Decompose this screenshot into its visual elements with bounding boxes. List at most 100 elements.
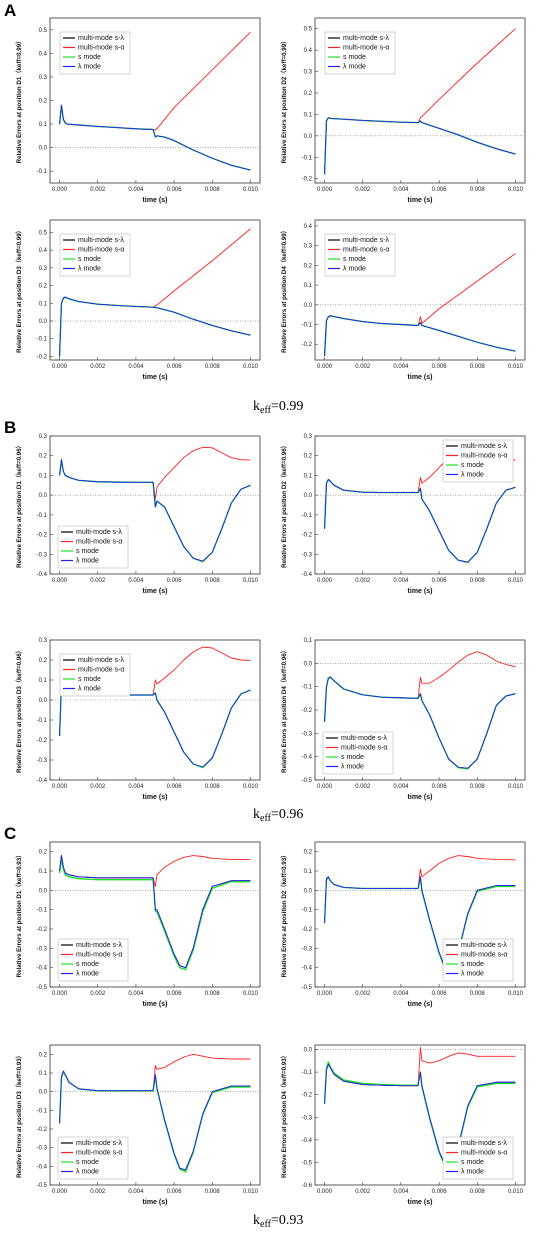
legend-label: multi-mode s-λ	[341, 735, 387, 742]
caption-a-main: k	[253, 399, 260, 414]
caption-b-sub: eff	[260, 813, 272, 824]
y-tick-label: -0.1	[302, 323, 313, 329]
x-tick-label: 0.000	[317, 1189, 333, 1195]
plot-frame	[314, 435, 526, 575]
x-tick-label: 0.000	[317, 187, 333, 193]
x-tick-label: 0.002	[90, 578, 106, 584]
y-tick-label: 0.1	[39, 678, 48, 684]
x-tick-label: 0.008	[470, 578, 486, 584]
y-tick-label: 0.1	[304, 869, 313, 875]
legend-label: multi-mode s-α	[78, 45, 124, 52]
plot-frame	[49, 639, 261, 781]
series-line	[323, 116, 516, 175]
x-tick-label: 0.002	[355, 1189, 371, 1195]
x-tick-label: 0.000	[317, 364, 333, 370]
series-line	[324, 117, 516, 175]
legend-label: λ mode	[343, 266, 366, 273]
y-tick-label: 0.2	[304, 91, 313, 97]
y-tick-label: 0.1	[304, 112, 313, 118]
y-tick-label: 0.1	[39, 301, 48, 307]
x-tick-label: 0.002	[90, 784, 106, 790]
legend-label: multi-mode s-λ	[461, 443, 507, 450]
x-tick-label: 0.010	[508, 1189, 524, 1195]
y-tick-label: 0.1	[304, 283, 313, 289]
chart-panel: 0.000 0.002 0.004 0.006 0.008 0.010 -0.4 -0.3 -0…	[15, 638, 261, 801]
y-axis-label: Relative Errors at position D3（keff=0.96…	[15, 647, 23, 773]
x-tick-label: 0.004	[393, 1189, 409, 1195]
series-line	[324, 315, 516, 357]
y-tick-label: -0.3	[37, 1146, 48, 1152]
x-tick-label: 0.000	[317, 991, 333, 997]
series-line	[59, 104, 251, 171]
legend-label: s mode	[461, 1159, 484, 1166]
y-tick-label: -0.1	[37, 337, 48, 343]
legend-label: λ mode	[76, 1169, 99, 1176]
chart-panel: 0.000 0.002 0.004 0.006 0.008 0.010 -0.6 -0.5 -0…	[280, 1044, 526, 1206]
x-tick-label: 0.004	[393, 187, 409, 193]
y-tick-label: 0.4	[39, 51, 48, 57]
legend: multi-mode s-λ multi-mode s-α s mode λ mode	[57, 1136, 129, 1180]
y-tick-label: -0.1	[37, 1108, 48, 1114]
y-tick-label: -0.5	[37, 1183, 48, 1189]
x-tick-label: 0.006	[167, 991, 183, 997]
y-axis-label: Relative Errors at position D1（keff=0.93…	[15, 852, 23, 978]
y-tick-label: -0.1	[37, 718, 48, 724]
legend-box	[442, 439, 514, 483]
y-tick-label: 0.5	[304, 27, 313, 33]
plot-frame	[49, 841, 261, 988]
y-tick-label: -0.4	[37, 966, 48, 972]
chart-panel: 0.000 0.002 0.004 0.006 0.008 0.010 -0.5 -0.4 -0…	[15, 1044, 261, 1206]
y-tick-label: 0.0	[304, 888, 313, 894]
legend: multi-mode s-λ multi-mode s-α s mode λ mode	[59, 31, 131, 75]
x-tick-label: 0.004	[128, 784, 144, 790]
legend: multi-mode s-λ multi-mode s-α s mode λ mode	[57, 525, 129, 569]
y-tick-label: -0.4	[302, 1138, 313, 1144]
section-letter-b: B	[4, 418, 16, 437]
x-tick-label: 0.004	[128, 991, 144, 997]
y-tick-label: -0.1	[302, 908, 313, 914]
x-axis-label: time (s)	[143, 794, 168, 801]
y-tick-label: 0.2	[304, 263, 313, 269]
plot-frame	[49, 1044, 261, 1186]
x-tick-label: 0.006	[167, 364, 183, 370]
x-tick-label: 0.008	[470, 364, 486, 370]
y-tick-label: -0.1	[302, 685, 313, 691]
legend-label: multi-mode s-λ	[461, 1140, 507, 1147]
y-tick-label: 0.0	[304, 1048, 313, 1054]
x-tick-label: 0.010	[243, 364, 259, 370]
y-tick-label: -0.2	[302, 533, 313, 539]
legend-label: multi-mode s-λ	[343, 35, 389, 42]
y-axis-label: Relative Errors at position D4（keff=0.93…	[280, 1052, 288, 1178]
section-letter-a: A	[4, 1, 16, 20]
y-tick-label: 0.1	[39, 122, 48, 128]
series-line	[324, 478, 516, 563]
y-axis-label: Relative Errors at position D3（keff=0.93…	[15, 1052, 23, 1178]
x-axis-label: time (s)	[143, 1199, 168, 1206]
x-tick-label: 0.010	[243, 991, 259, 997]
y-tick-label: 0.3	[39, 75, 48, 81]
x-tick-label: 0.000	[52, 578, 68, 584]
y-tick-label: -0.3	[37, 758, 48, 764]
y-tick-label: -0.3	[302, 946, 313, 952]
legend-label: multi-mode s-α	[343, 247, 389, 254]
legend-label: multi-mode s-α	[461, 453, 507, 460]
legend-label: λ mode	[78, 64, 101, 71]
legend: multi-mode s-λ multi-mode s-α s mode λ mode	[324, 233, 396, 277]
x-tick-label: 0.002	[90, 991, 106, 997]
x-axis-label: time (s)	[408, 197, 433, 204]
legend-label: multi-mode s-λ	[78, 237, 124, 244]
y-tick-label: -0.3	[37, 552, 48, 558]
y-tick-label: 0.2	[304, 850, 313, 856]
legend-label: multi-mode s-α	[461, 952, 507, 959]
legend-label: s mode	[343, 54, 366, 61]
x-tick-label: 0.008	[470, 187, 486, 193]
section-caption-a: keff=0.99	[253, 399, 303, 416]
y-tick-label: -0.2	[37, 533, 48, 539]
series-line	[324, 651, 516, 722]
series-line	[58, 104, 251, 171]
x-tick-label: 0.004	[393, 991, 409, 997]
chart-panel: 0.000 0.002 0.004 0.006 0.008 0.010 -0.1 0.0 0.1…	[15, 17, 261, 204]
x-tick-label: 0.000	[317, 578, 333, 584]
legend-label: multi-mode s-λ	[76, 942, 122, 949]
y-tick-label: 0.0	[39, 1090, 48, 1096]
